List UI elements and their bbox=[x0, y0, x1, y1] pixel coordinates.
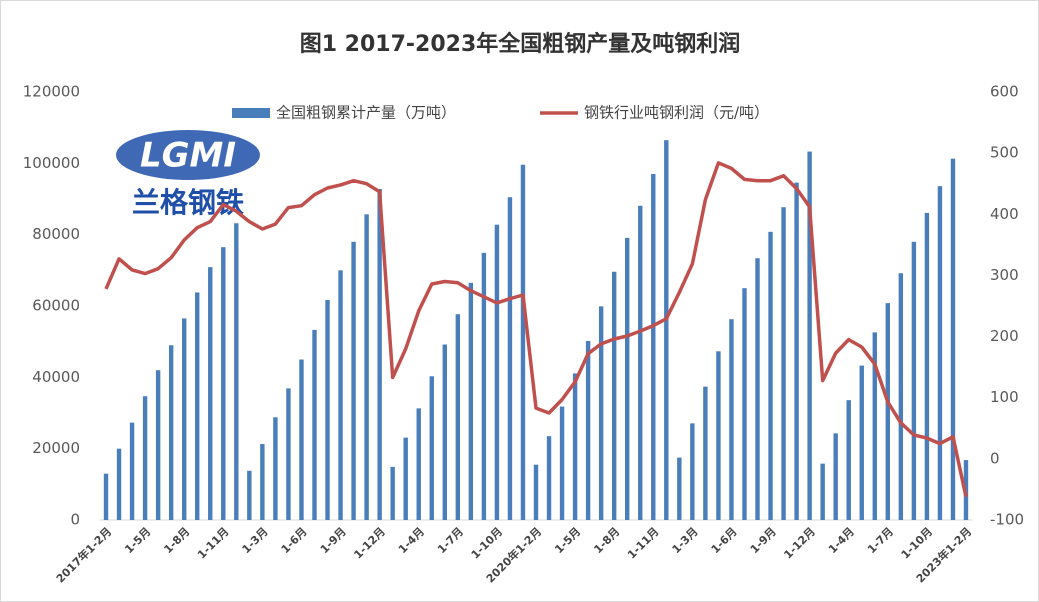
bar bbox=[286, 388, 291, 520]
bar bbox=[338, 270, 343, 520]
bar bbox=[598, 306, 604, 520]
bar bbox=[768, 231, 773, 520]
bar bbox=[390, 466, 395, 520]
line bbox=[104, 161, 968, 498]
bar bbox=[833, 433, 838, 520]
bar bbox=[546, 436, 552, 520]
bar bbox=[442, 344, 447, 520]
bar bbox=[429, 376, 434, 520]
chart-title: 图1 2017-2023年全国粗钢产量及吨钢利润 bbox=[300, 31, 741, 57]
y-tick-label: 60000 bbox=[32, 297, 80, 315]
bar bbox=[260, 444, 265, 520]
bar bbox=[533, 464, 539, 520]
bar bbox=[559, 406, 565, 520]
bar bbox=[468, 282, 474, 520]
bar bbox=[625, 237, 630, 521]
bar bbox=[299, 359, 304, 520]
y-tick-label: 40000 bbox=[32, 368, 80, 386]
bar bbox=[103, 473, 109, 520]
bar bbox=[937, 186, 943, 520]
bar bbox=[325, 299, 330, 520]
bar bbox=[351, 241, 356, 521]
bar bbox=[455, 314, 461, 520]
y2-tick-label: 600 bbox=[990, 83, 1019, 101]
bar bbox=[195, 292, 200, 520]
bar bbox=[742, 288, 747, 520]
logo-subtext: 兰格钢铁 bbox=[132, 186, 244, 219]
y-tick-label: 120000 bbox=[23, 83, 80, 101]
bar bbox=[677, 457, 682, 520]
bar bbox=[142, 396, 148, 520]
y2-tick-label: 500 bbox=[990, 144, 1019, 162]
bar bbox=[703, 386, 708, 520]
bar bbox=[716, 351, 721, 520]
bar bbox=[572, 373, 578, 520]
bar bbox=[155, 370, 161, 520]
bar bbox=[729, 319, 734, 520]
bar bbox=[638, 205, 643, 520]
bar bbox=[651, 174, 656, 521]
bar bbox=[481, 252, 487, 520]
bar bbox=[807, 151, 812, 520]
bar bbox=[611, 271, 617, 520]
bar bbox=[377, 189, 382, 520]
y2-tick-label: 400 bbox=[990, 205, 1019, 223]
bar bbox=[181, 318, 187, 520]
bar bbox=[950, 158, 956, 521]
bar bbox=[168, 345, 174, 520]
bar bbox=[208, 267, 213, 520]
y2-tick-label: 0 bbox=[990, 449, 1000, 467]
bar bbox=[872, 332, 877, 520]
bar bbox=[820, 463, 825, 520]
bar bbox=[416, 408, 421, 520]
legend-swatch bbox=[232, 108, 270, 118]
bar bbox=[116, 448, 122, 520]
bar bbox=[690, 423, 695, 520]
bar bbox=[247, 470, 252, 520]
bar bbox=[494, 224, 500, 520]
y-tick-label: 80000 bbox=[32, 225, 80, 243]
bar bbox=[794, 182, 799, 521]
bar bbox=[846, 400, 851, 520]
logo-text: LGMI bbox=[140, 136, 236, 176]
bar bbox=[234, 223, 239, 520]
bar bbox=[898, 273, 904, 520]
y2-tick-label: 300 bbox=[990, 266, 1019, 284]
bar bbox=[885, 303, 891, 520]
bar bbox=[585, 340, 591, 520]
bar bbox=[221, 247, 226, 520]
legend-label: 全国粗钢累计产量（万吨） bbox=[276, 104, 456, 122]
bar bbox=[911, 241, 917, 521]
bar bbox=[859, 365, 864, 520]
bar bbox=[924, 212, 930, 520]
bar bbox=[129, 422, 135, 520]
bar bbox=[273, 417, 278, 520]
bar bbox=[403, 437, 408, 520]
y2-tick-label: 100 bbox=[990, 388, 1019, 406]
legend-label: 钢铁行业吨钢利润（元/吨） bbox=[584, 104, 769, 122]
bar bbox=[507, 197, 513, 520]
bar bbox=[312, 329, 317, 520]
bar bbox=[781, 207, 786, 520]
y2-tick-label: -100 bbox=[990, 511, 1024, 529]
y-tick-label: 100000 bbox=[23, 154, 80, 172]
bar bbox=[364, 214, 369, 520]
bar bbox=[520, 164, 526, 520]
y2-tick-label: 200 bbox=[990, 327, 1019, 345]
y-tick-label: 0 bbox=[70, 511, 80, 529]
logo-badge bbox=[116, 130, 260, 180]
y-tick-label: 20000 bbox=[32, 439, 80, 457]
bar bbox=[755, 258, 760, 520]
bar bbox=[664, 140, 669, 520]
